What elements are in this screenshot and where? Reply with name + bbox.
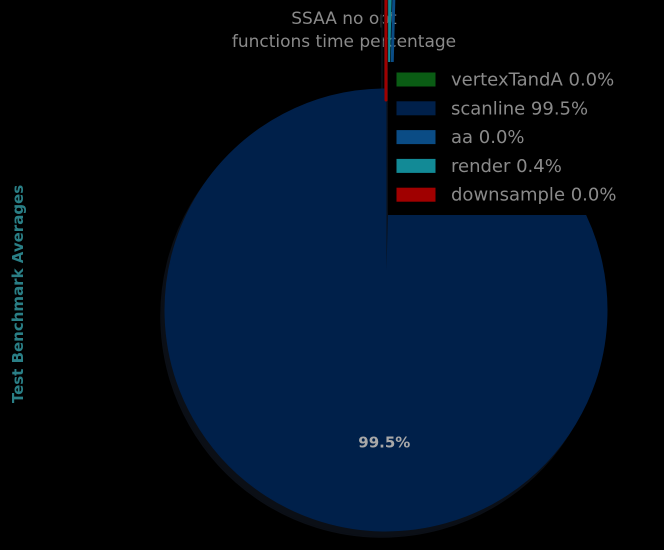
legend-label-render: render 0.4% [451,156,562,177]
legend-label-aa: aa 0.0% [451,127,525,148]
chart-title-line: SSAA no opt [291,9,397,29]
legend-swatch-vertexTandA [395,71,437,88]
pie-slice-render [388,0,392,101]
legend-swatch-downsample [395,186,437,203]
legend: vertexTandA 0.0% scanline 99.5% aa 0.0% ren… [388,62,664,215]
legend-swatch-render [395,157,437,174]
pie-label-scanline: 99.5% [358,434,410,452]
pie-slice-aa [389,0,396,102]
legend-label-downsample: downsample 0.0% [451,185,616,206]
legend-label-vertexTandA: vertexTandA 0.0% [451,70,614,91]
legend-swatch-scanline [395,100,437,117]
chart-subtitle-line: functions time percentage [232,32,456,52]
chart-title: SSAA no opt functions time percentage [232,9,456,52]
legend-swatch-aa [395,129,437,146]
y-axis-label: Test Benchmark Averages [9,185,27,403]
legend-label-scanline: scanline 99.5% [451,98,588,119]
pie-labels: 0.0%99.5%0.0%0.4%0.0% [358,434,410,452]
